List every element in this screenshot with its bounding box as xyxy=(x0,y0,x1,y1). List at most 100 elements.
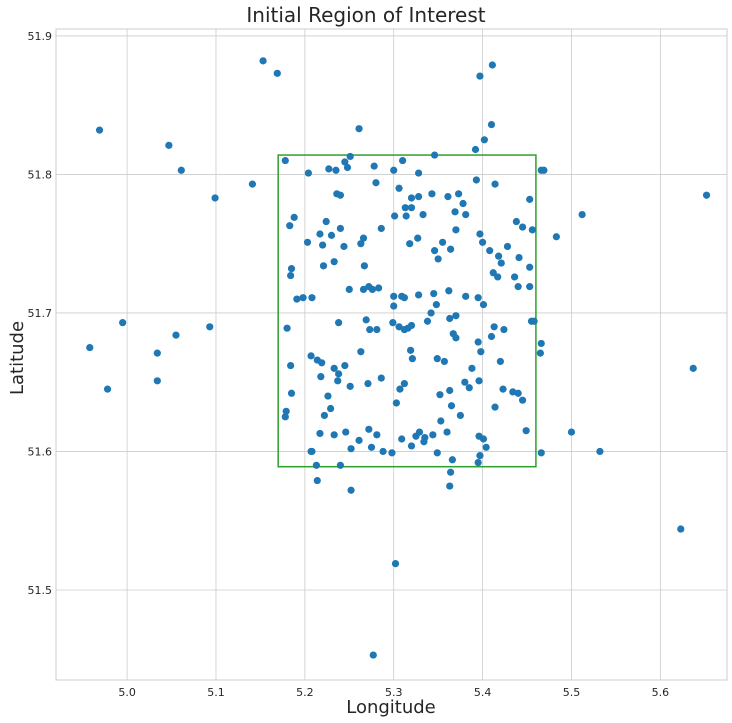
scatter-point xyxy=(471,145,480,154)
scatter-point xyxy=(373,431,381,439)
scatter-point xyxy=(364,379,372,388)
scatter-point xyxy=(281,156,289,165)
scatter-point xyxy=(406,240,414,248)
scatter-point xyxy=(689,364,697,372)
scatter-point xyxy=(476,230,484,238)
scatter-point xyxy=(452,334,460,342)
scatter-point xyxy=(490,323,498,331)
scatter-point xyxy=(336,224,344,233)
scatter-point xyxy=(512,217,520,226)
scatter-point xyxy=(452,312,460,320)
scatter-point xyxy=(259,57,267,65)
scatter-point xyxy=(375,284,383,292)
scatter-point xyxy=(398,435,406,443)
scatter-point xyxy=(497,259,505,267)
scatter-point xyxy=(407,321,416,330)
scatter-point xyxy=(408,355,416,363)
scatter-point xyxy=(447,245,455,253)
scatter-point xyxy=(518,223,527,231)
scatter-point xyxy=(432,301,440,309)
scatter-point xyxy=(293,295,301,303)
scatter-point xyxy=(479,301,488,309)
scatter-point xyxy=(499,385,507,393)
scatter-point xyxy=(287,361,295,370)
scatter-point xyxy=(177,166,185,174)
scatter-point xyxy=(488,61,496,69)
scatter-point xyxy=(317,373,325,381)
scatter-point xyxy=(308,447,316,456)
y-tick-label: 51.7 xyxy=(28,307,53,320)
scatter-point xyxy=(313,476,321,485)
scatter-point xyxy=(480,136,488,144)
scatter-point xyxy=(530,317,538,325)
scatter-point xyxy=(578,211,586,219)
scatter-point xyxy=(479,435,488,443)
scatter-point xyxy=(402,212,410,220)
scatter-point xyxy=(312,461,321,469)
plot-frame xyxy=(55,28,728,681)
scatter-point xyxy=(474,458,482,467)
scatter-point xyxy=(526,195,534,203)
scatter-point xyxy=(407,204,416,212)
scatter-point xyxy=(332,166,340,174)
scatter-point xyxy=(322,217,330,226)
scatter-point xyxy=(487,120,496,129)
scatter-point xyxy=(518,396,527,404)
scatter-point xyxy=(303,238,312,246)
scatter-point xyxy=(451,208,459,216)
scatter-point xyxy=(336,461,344,469)
scatter-point xyxy=(446,314,454,323)
scatter-point xyxy=(428,190,436,198)
y-tick-label: 51.8 xyxy=(28,168,53,181)
scatter-point xyxy=(474,338,482,346)
scatter-point xyxy=(365,425,373,433)
scatter-point xyxy=(370,162,378,170)
scatter-point xyxy=(377,224,385,233)
scatter-point xyxy=(433,449,441,457)
scatter-point xyxy=(373,325,381,334)
scatter-point xyxy=(596,447,604,456)
scatter-point xyxy=(340,242,348,251)
scatter-point xyxy=(465,384,473,392)
scatter-point xyxy=(433,355,441,363)
scatter-point xyxy=(439,238,447,246)
scatter-point xyxy=(248,180,257,188)
scatter-point xyxy=(500,325,508,334)
scatter-point xyxy=(437,417,445,425)
scatter-point xyxy=(319,262,328,270)
scatter-point xyxy=(206,323,214,331)
x-tick-label: 5.1 xyxy=(207,686,225,699)
x-tick-label: 5.0 xyxy=(118,686,136,699)
scatter-point xyxy=(335,370,343,378)
scatter-point xyxy=(347,486,355,494)
region-layer xyxy=(277,154,537,468)
scatter-point xyxy=(475,377,483,385)
scatter-point xyxy=(379,447,387,456)
scatter-point xyxy=(526,283,534,291)
scatter-point xyxy=(390,302,398,310)
scatter-point xyxy=(316,230,324,238)
scatter-point xyxy=(537,339,545,348)
scatter-point xyxy=(455,190,463,198)
scatter-point xyxy=(287,389,296,397)
scatter-point xyxy=(330,431,338,439)
scatter-point xyxy=(445,287,453,295)
scatter-point xyxy=(487,332,496,341)
y-tick-label: 51.6 xyxy=(28,445,53,458)
scatter-point xyxy=(407,346,415,354)
scatter-point xyxy=(503,242,512,251)
scatter-point xyxy=(341,158,349,166)
scatter-point xyxy=(407,194,416,202)
scatter-point xyxy=(299,294,307,302)
scatter-point xyxy=(345,285,353,293)
scatter-point xyxy=(515,253,523,262)
scatter-point xyxy=(368,285,376,293)
scatter-point xyxy=(316,429,324,438)
scatter-point xyxy=(415,428,424,436)
scatter-point xyxy=(95,126,104,134)
scatter-point xyxy=(367,443,376,451)
scatter-point xyxy=(330,364,338,372)
scatter-point xyxy=(486,247,494,255)
scatter-point xyxy=(172,331,180,339)
